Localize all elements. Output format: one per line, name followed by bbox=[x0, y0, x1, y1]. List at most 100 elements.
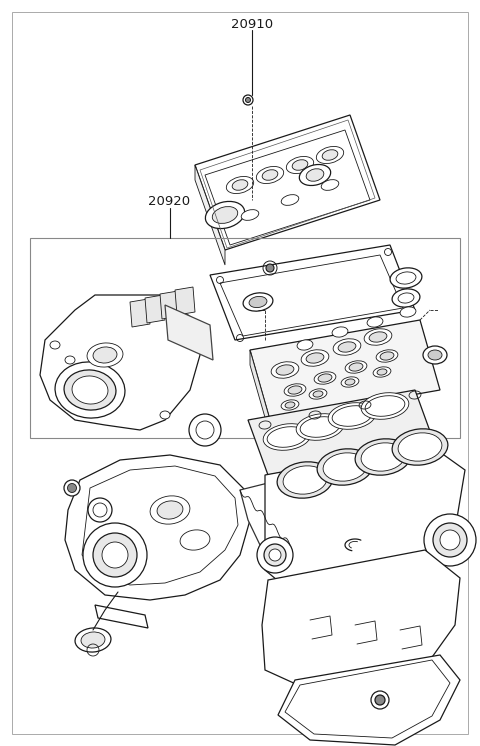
Ellipse shape bbox=[296, 414, 344, 440]
Ellipse shape bbox=[392, 429, 448, 466]
Circle shape bbox=[433, 523, 467, 557]
Ellipse shape bbox=[376, 350, 398, 363]
Ellipse shape bbox=[361, 443, 405, 471]
Ellipse shape bbox=[262, 170, 278, 181]
Polygon shape bbox=[165, 305, 213, 360]
Ellipse shape bbox=[321, 180, 339, 190]
Ellipse shape bbox=[271, 426, 285, 434]
Ellipse shape bbox=[65, 356, 75, 364]
Circle shape bbox=[375, 695, 385, 705]
Ellipse shape bbox=[271, 362, 299, 378]
Circle shape bbox=[371, 691, 389, 709]
Circle shape bbox=[88, 498, 112, 522]
Polygon shape bbox=[250, 320, 440, 420]
Ellipse shape bbox=[380, 352, 394, 360]
Ellipse shape bbox=[332, 327, 348, 337]
Ellipse shape bbox=[157, 501, 183, 519]
Ellipse shape bbox=[212, 207, 238, 224]
Polygon shape bbox=[195, 165, 225, 265]
Circle shape bbox=[424, 514, 476, 566]
Ellipse shape bbox=[241, 210, 259, 220]
Polygon shape bbox=[240, 480, 295, 545]
Ellipse shape bbox=[398, 433, 442, 461]
Ellipse shape bbox=[75, 628, 111, 652]
Ellipse shape bbox=[297, 340, 313, 350]
Text: 20920: 20920 bbox=[148, 195, 190, 208]
Circle shape bbox=[269, 549, 281, 561]
Ellipse shape bbox=[300, 164, 331, 186]
Ellipse shape bbox=[306, 169, 324, 181]
Ellipse shape bbox=[309, 389, 327, 399]
Ellipse shape bbox=[249, 296, 267, 307]
Polygon shape bbox=[278, 655, 460, 745]
Circle shape bbox=[245, 98, 251, 102]
Ellipse shape bbox=[322, 150, 338, 160]
Ellipse shape bbox=[328, 403, 376, 429]
Ellipse shape bbox=[180, 530, 210, 550]
Ellipse shape bbox=[318, 374, 332, 382]
Ellipse shape bbox=[277, 462, 333, 498]
Ellipse shape bbox=[150, 496, 190, 524]
Ellipse shape bbox=[205, 201, 245, 228]
Polygon shape bbox=[95, 605, 148, 628]
Ellipse shape bbox=[55, 362, 125, 418]
Ellipse shape bbox=[256, 166, 284, 184]
Circle shape bbox=[189, 414, 221, 446]
Polygon shape bbox=[210, 245, 415, 340]
Ellipse shape bbox=[355, 439, 411, 475]
Ellipse shape bbox=[93, 347, 117, 363]
Ellipse shape bbox=[226, 177, 254, 193]
Ellipse shape bbox=[333, 339, 361, 355]
Ellipse shape bbox=[369, 332, 387, 342]
Polygon shape bbox=[130, 299, 150, 327]
Ellipse shape bbox=[50, 341, 60, 349]
Ellipse shape bbox=[281, 400, 299, 410]
Ellipse shape bbox=[284, 383, 306, 396]
Ellipse shape bbox=[364, 329, 392, 345]
Circle shape bbox=[83, 523, 147, 587]
Text: 20910: 20910 bbox=[231, 18, 273, 31]
Ellipse shape bbox=[243, 293, 273, 311]
Ellipse shape bbox=[72, 376, 108, 404]
Circle shape bbox=[266, 264, 274, 272]
Ellipse shape bbox=[373, 367, 391, 377]
Ellipse shape bbox=[428, 350, 442, 360]
Ellipse shape bbox=[400, 307, 416, 317]
Ellipse shape bbox=[263, 424, 311, 451]
Ellipse shape bbox=[232, 180, 248, 190]
Polygon shape bbox=[262, 550, 460, 690]
Ellipse shape bbox=[292, 160, 308, 170]
Circle shape bbox=[68, 483, 76, 492]
Ellipse shape bbox=[314, 372, 336, 384]
Circle shape bbox=[257, 537, 293, 573]
Circle shape bbox=[440, 530, 460, 550]
Polygon shape bbox=[145, 295, 165, 323]
Ellipse shape bbox=[313, 391, 323, 397]
Ellipse shape bbox=[345, 361, 367, 373]
Ellipse shape bbox=[367, 317, 383, 327]
Ellipse shape bbox=[423, 346, 447, 364]
Circle shape bbox=[264, 544, 286, 566]
Ellipse shape bbox=[349, 363, 363, 371]
Ellipse shape bbox=[316, 146, 344, 163]
Ellipse shape bbox=[317, 449, 373, 485]
Ellipse shape bbox=[286, 157, 314, 174]
Polygon shape bbox=[40, 295, 200, 430]
Ellipse shape bbox=[160, 411, 170, 419]
Polygon shape bbox=[248, 390, 435, 475]
Circle shape bbox=[102, 542, 128, 568]
Ellipse shape bbox=[87, 343, 123, 367]
Ellipse shape bbox=[377, 369, 387, 375]
Ellipse shape bbox=[285, 402, 295, 408]
Polygon shape bbox=[195, 115, 380, 250]
Bar bbox=[30, 238, 460, 438]
Polygon shape bbox=[175, 287, 195, 315]
Ellipse shape bbox=[361, 392, 409, 419]
Polygon shape bbox=[65, 455, 250, 600]
Ellipse shape bbox=[392, 289, 420, 307]
Ellipse shape bbox=[341, 377, 359, 387]
Polygon shape bbox=[160, 291, 180, 319]
Ellipse shape bbox=[306, 353, 324, 363]
Ellipse shape bbox=[301, 350, 329, 366]
Ellipse shape bbox=[281, 195, 299, 205]
